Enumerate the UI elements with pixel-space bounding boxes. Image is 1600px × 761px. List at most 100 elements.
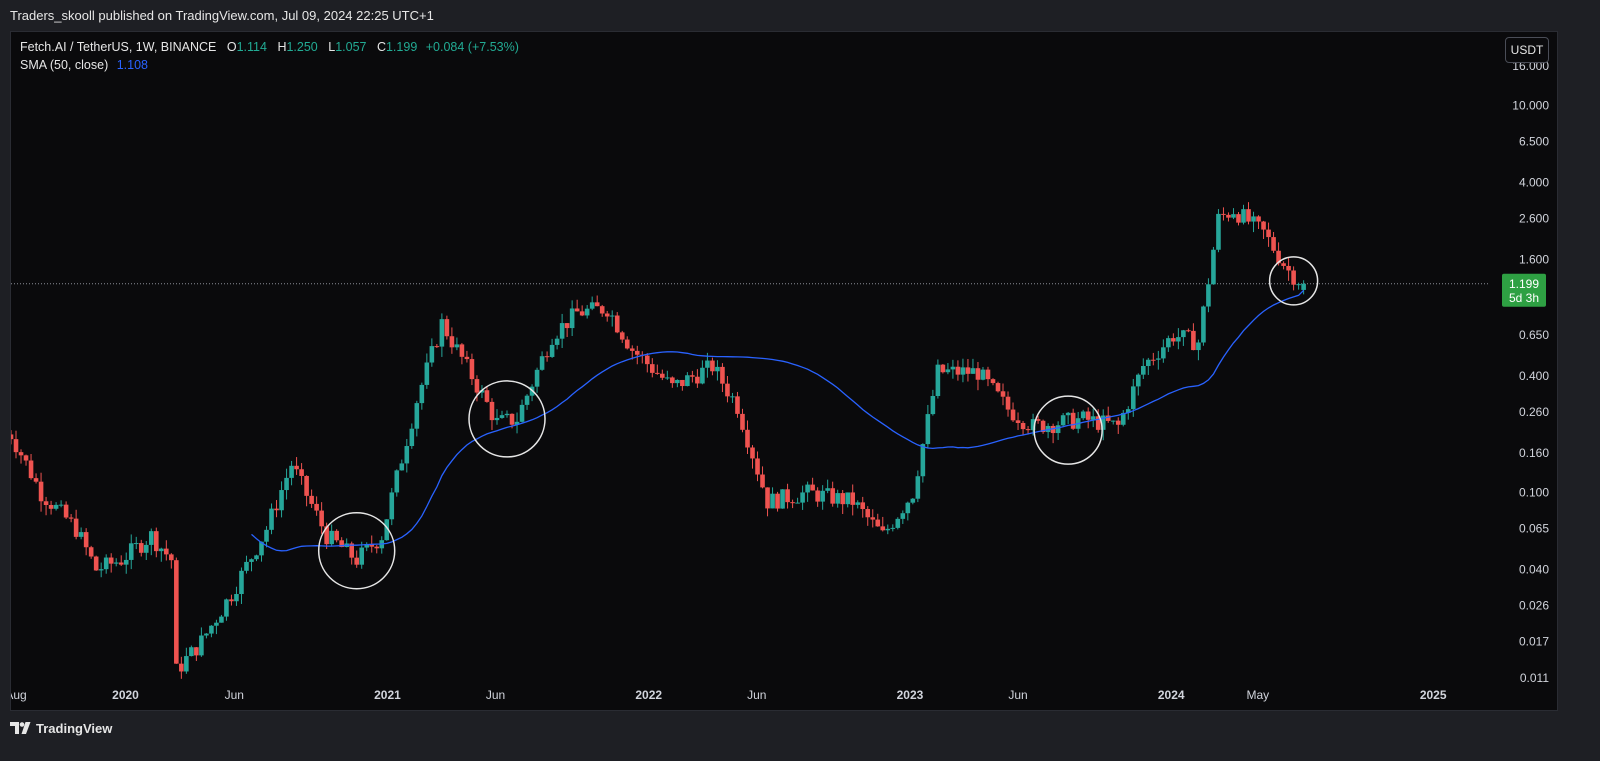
candle (1020, 422, 1026, 430)
candle (159, 548, 164, 552)
candle (184, 656, 189, 672)
candle (133, 543, 139, 545)
candle (514, 421, 520, 425)
candle (1146, 359, 1151, 367)
x-tick-label: Jun (747, 688, 766, 702)
candle (294, 465, 299, 470)
candle (715, 366, 720, 372)
candle (1095, 416, 1101, 430)
sma-value: 1.108 (116, 58, 148, 72)
candle (189, 647, 194, 657)
candle (1256, 216, 1261, 222)
candle (504, 413, 510, 416)
sma-line (251, 289, 1305, 552)
currency-unit-button[interactable]: USDT (1505, 37, 1549, 63)
candle (770, 493, 775, 509)
y-tick-label: 0.026 (1519, 599, 1549, 613)
candle (1090, 416, 1096, 420)
candle (449, 336, 455, 348)
y-tick-label: 0.400 (1519, 369, 1549, 383)
candle (1070, 412, 1076, 429)
candle (153, 531, 159, 552)
highlight-circle (317, 512, 396, 590)
candle (710, 360, 715, 372)
candle (329, 530, 334, 545)
candle (244, 561, 249, 571)
highlight-circle (1033, 395, 1103, 465)
open-key: O (226, 40, 237, 54)
candle (644, 355, 650, 365)
candle (464, 356, 470, 360)
candle (439, 319, 445, 347)
candle (850, 492, 856, 505)
candle (429, 346, 435, 363)
candle (509, 413, 515, 425)
candle (179, 663, 184, 672)
candle (1281, 263, 1286, 266)
last-price-value: 1.199 (1509, 277, 1539, 291)
candle (1291, 270, 1296, 285)
close-key: C (376, 40, 386, 54)
open-value: 1.114 (236, 40, 267, 54)
candle (569, 308, 575, 329)
candle (1025, 429, 1031, 431)
candle (1296, 284, 1301, 286)
candle (53, 504, 59, 509)
candle (219, 616, 224, 623)
candle (1236, 214, 1241, 223)
candle (915, 476, 921, 499)
candle (760, 474, 765, 488)
candle (354, 557, 360, 565)
candle (895, 518, 901, 528)
candle (870, 517, 876, 520)
candle (780, 489, 785, 509)
candle (1085, 411, 1091, 420)
candle (1120, 412, 1126, 425)
candle (484, 390, 490, 402)
candle (624, 339, 630, 349)
candle (128, 543, 134, 560)
x-tick-label: 2025 (1420, 688, 1447, 702)
footer: TradingView (10, 719, 112, 737)
candle (1040, 420, 1046, 433)
candle (775, 493, 780, 509)
candle (289, 465, 294, 478)
candle (795, 502, 800, 504)
candle (1140, 366, 1146, 375)
candle (604, 313, 610, 317)
y-tick-label: 0.650 (1519, 328, 1549, 342)
chart-panel[interactable]: 16.000 10.000 6.500 4.000 2.600 1.600 0.650 0.4… (10, 31, 1558, 711)
candle (23, 455, 29, 461)
candle (214, 622, 219, 626)
y-tick-label: 6.500 (1519, 135, 1549, 149)
candle (459, 344, 465, 357)
candle (374, 546, 380, 549)
candle (48, 504, 54, 509)
candle (890, 527, 896, 529)
sma-label[interactable]: SMA (50, close) (20, 58, 109, 72)
candle (930, 396, 936, 415)
candle (655, 372, 660, 374)
candle (935, 364, 941, 397)
candle (1055, 425, 1061, 434)
candle (384, 519, 390, 541)
price-chart[interactable]: 16.00010.0006.5004.0002.6001.6000.6500.4… (11, 32, 1557, 710)
candle (18, 452, 24, 456)
candle (755, 458, 760, 475)
candle (720, 366, 725, 384)
symbol-label[interactable]: Fetch.AI / TetherUS, 1W, BINANCE (20, 40, 217, 54)
candle (609, 315, 615, 317)
candle (1050, 425, 1056, 434)
candle (745, 429, 750, 448)
candle (1105, 415, 1111, 421)
sma-legend: SMA (50, close) 1.108 (20, 58, 148, 72)
candle (980, 369, 986, 380)
x-tick-label: 2023 (897, 688, 924, 702)
candle (83, 532, 89, 548)
footer-brand[interactable]: TradingView (36, 720, 113, 736)
candle (334, 530, 339, 541)
change-value: +0.084 (+7.53%) (425, 40, 519, 54)
candle (594, 302, 600, 307)
candle (299, 469, 304, 476)
candle (1261, 221, 1266, 230)
